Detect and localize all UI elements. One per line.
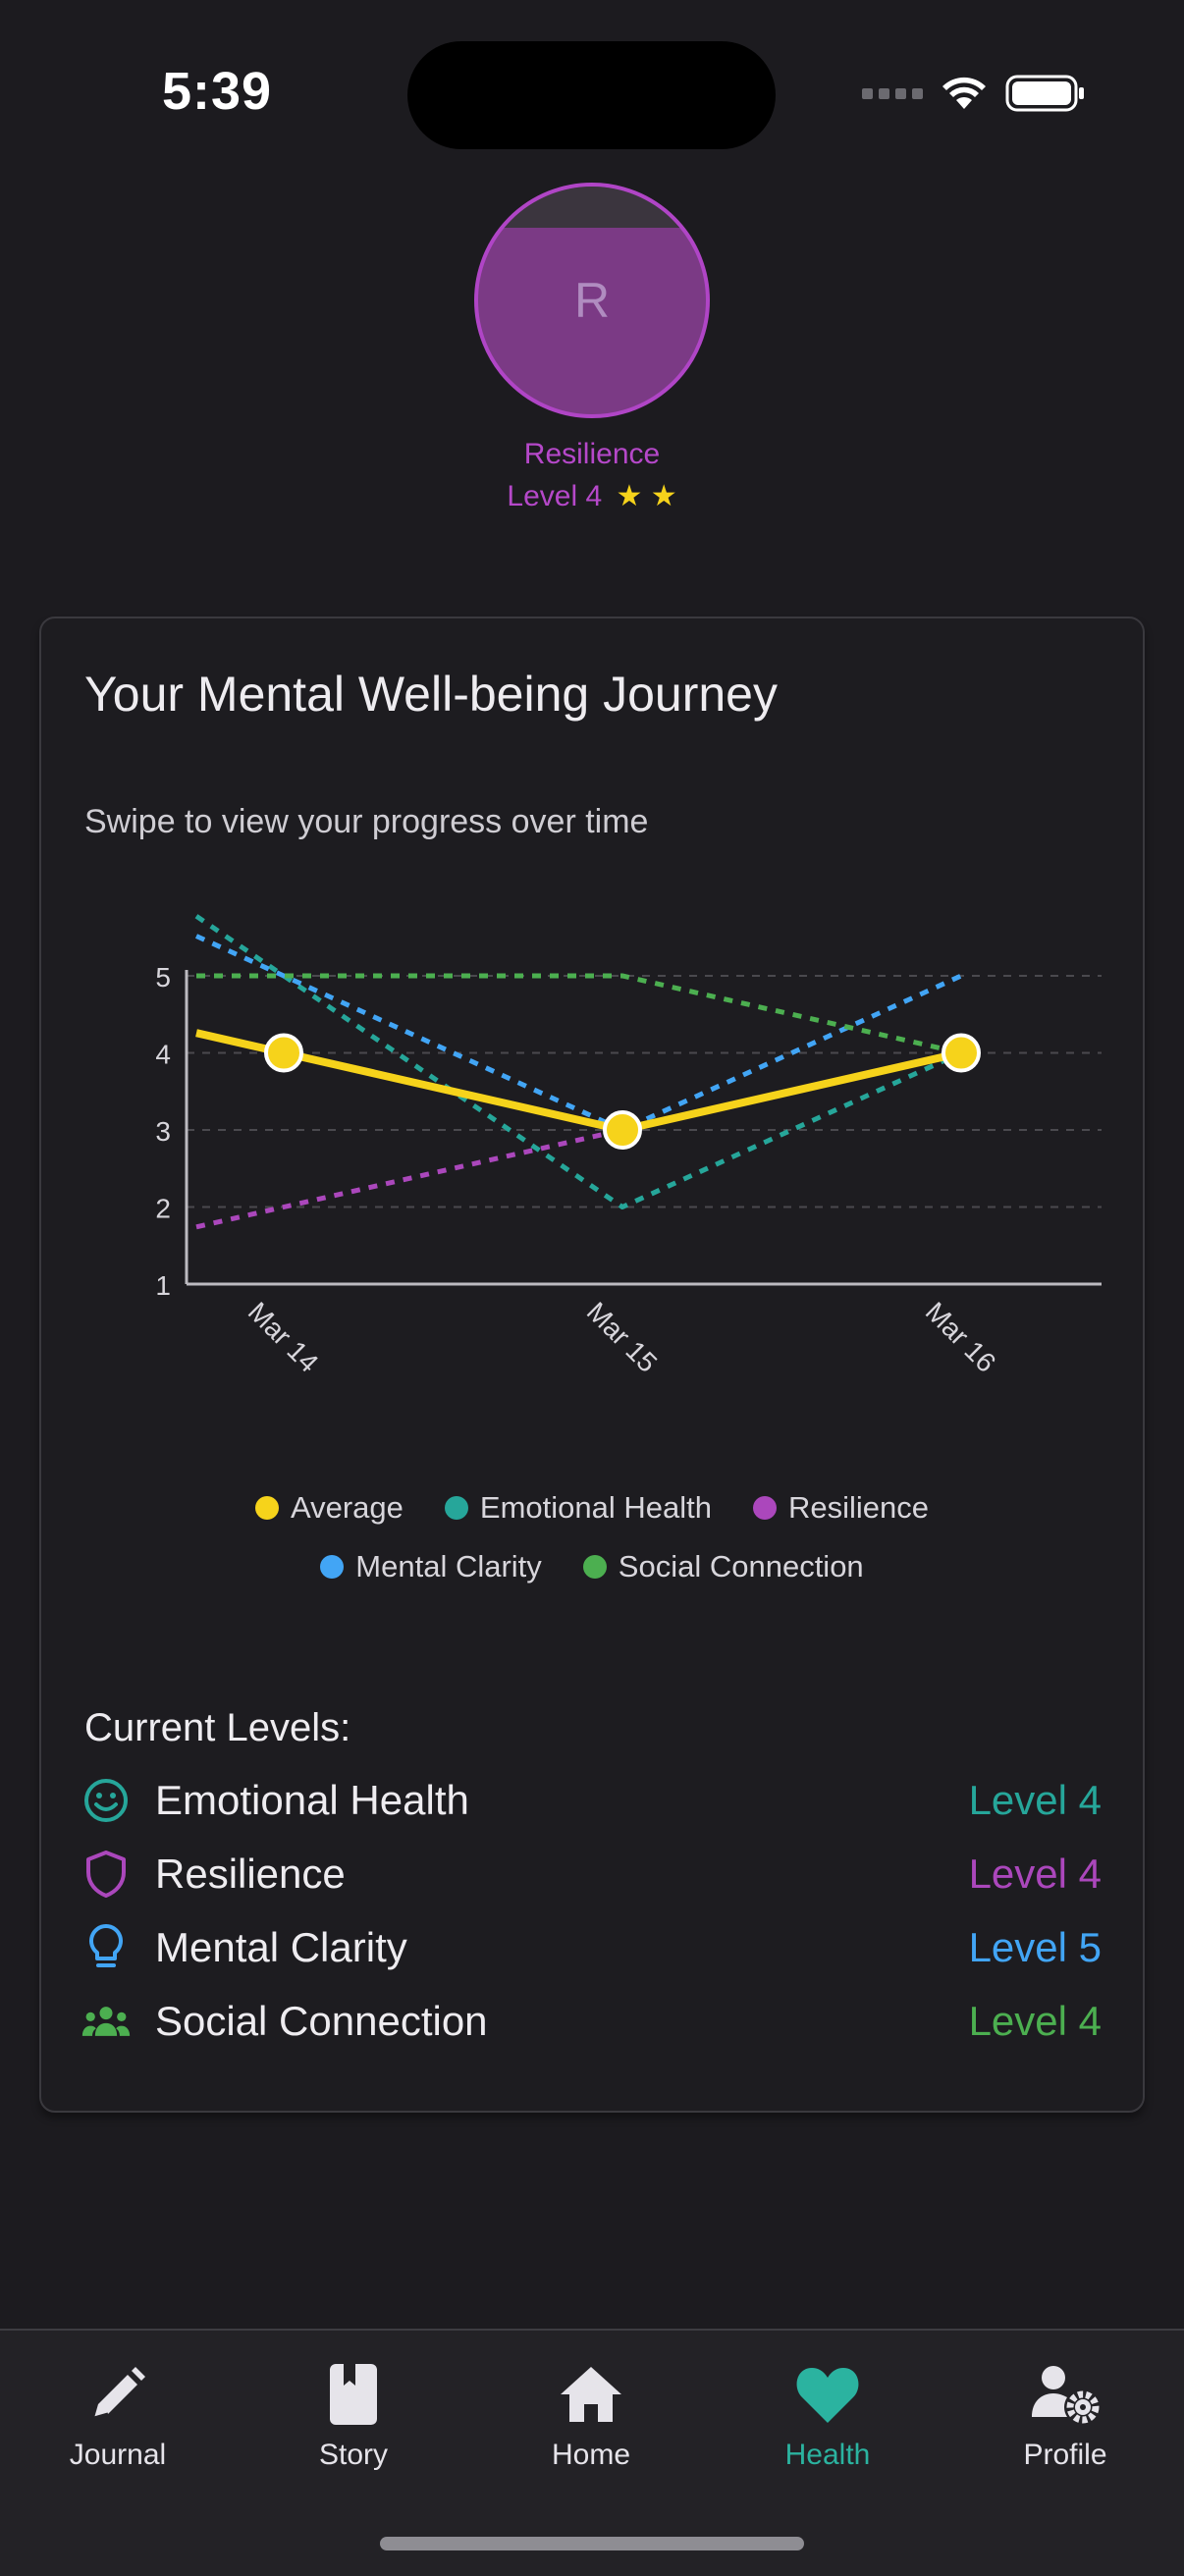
legend-label: Average	[291, 1490, 404, 1525]
legend-dot	[752, 1496, 777, 1520]
y-tick-label: 1	[155, 1270, 171, 1301]
legend-label: Social Connection	[618, 1549, 864, 1583]
level-label: Social Connection	[155, 1998, 488, 2044]
data-point-average[interactable]	[603, 1110, 642, 1150]
card-title: Your Mental Well-being Journey	[84, 667, 778, 722]
legend-label: Mental Clarity	[355, 1549, 542, 1583]
wifi-icon	[942, 77, 986, 109]
series-line-social-connection	[196, 973, 962, 1055]
x-tick-label: Mar 15	[581, 1296, 664, 1378]
level-label: Resilience	[155, 1851, 346, 1897]
lightbulb-icon	[81, 1922, 132, 1973]
level-row-social-connection: Social Connection Level 4	[81, 1992, 1102, 2051]
bottom-navigation: Journal Story Home Health Profile	[0, 2329, 1184, 2576]
wellbeing-card: Your Mental Well-being Journey Swipe to …	[39, 617, 1145, 2113]
y-tick-label: 2	[155, 1194, 171, 1224]
shield-icon	[81, 1849, 132, 1900]
level-row-mental-clarity: Mental Clarity Level 5	[81, 1918, 1102, 1977]
trait-level-label: Level 4	[507, 480, 603, 512]
nav-tab-health[interactable]: Health	[729, 2360, 926, 2472]
house-icon	[493, 2360, 689, 2429]
levels-title: Current Levels:	[84, 1706, 351, 1749]
trait-name: Resilience	[523, 438, 661, 470]
pencil-icon	[20, 2360, 216, 2429]
legend-label: Emotional Health	[479, 1490, 712, 1525]
y-tick-label: 5	[155, 962, 171, 993]
series-line-average	[195, 1029, 962, 1134]
level-row-resilience: Resilience Level 4	[81, 1845, 1102, 1904]
nav-tab-profile[interactable]: Profile	[967, 2360, 1163, 2472]
legend-item: Average	[255, 1490, 404, 1526]
x-tick-label: Mar 14	[242, 1296, 325, 1378]
status-time: 5:39	[162, 62, 273, 121]
cellular-signal-icon	[862, 87, 923, 99]
legend-dot	[582, 1555, 607, 1579]
y-tick-label: 4	[155, 1040, 171, 1070]
legend-item: Emotional Health	[444, 1490, 712, 1526]
nav-tab-home[interactable]: Home	[493, 2360, 689, 2472]
home-indicator	[380, 2537, 804, 2550]
card-subtitle: Swipe to view your progress over time	[84, 803, 649, 840]
user-gear-icon	[967, 2360, 1163, 2429]
level-value: Level 4	[968, 1851, 1102, 1897]
avatar-initial: R	[573, 273, 611, 328]
legend-dot	[255, 1496, 279, 1520]
level-label: Mental Clarity	[155, 1924, 407, 1970]
x-tick-label: Mar 16	[920, 1296, 1002, 1378]
legend-item: Social Connection	[582, 1549, 864, 1584]
dynamic-island	[407, 41, 776, 149]
group-icon	[81, 1996, 132, 2047]
nav-label: Health	[784, 2439, 871, 2471]
data-point-average[interactable]	[264, 1033, 303, 1073]
series-line-mental-clarity	[194, 934, 963, 1133]
data-point-average[interactable]	[942, 1033, 981, 1073]
progress-chart[interactable]: 1 2 3 4 5 Mar 14 Mar 15 Mar 16	[41, 874, 1143, 1423]
legend-item: Mental Clarity	[320, 1549, 542, 1584]
heart-icon	[729, 2360, 926, 2429]
avatar[interactable]: R	[474, 183, 710, 418]
level-value: Level 4	[968, 1998, 1102, 2044]
nav-tab-journal[interactable]: Journal	[20, 2360, 216, 2472]
nav-label: Home	[551, 2439, 631, 2471]
nav-label: Profile	[1023, 2439, 1107, 2471]
legend-item: Resilience	[752, 1490, 929, 1526]
nav-label: Journal	[69, 2439, 167, 2471]
nav-label: Story	[318, 2439, 389, 2471]
smiley-icon	[81, 1775, 132, 1826]
battery-icon	[1005, 75, 1084, 112]
status-bar: 5:39	[0, 0, 1184, 177]
trait-level: Level 4 ★ ★	[0, 479, 1184, 513]
legend-dot	[444, 1496, 468, 1520]
level-value: Level 4	[968, 1777, 1102, 1823]
chart-legend: Average Emotional Health Resilience Mental …	[41, 1490, 1143, 1608]
star-rating: ★ ★	[616, 480, 677, 512]
status-icons	[862, 74, 1086, 113]
level-label: Emotional Health	[155, 1777, 469, 1823]
book-icon	[255, 2360, 452, 2429]
y-tick-label: 3	[155, 1116, 171, 1147]
level-value: Level 5	[968, 1924, 1102, 1970]
legend-dot	[320, 1555, 345, 1579]
legend-label: Resilience	[787, 1490, 929, 1525]
nav-tab-story[interactable]: Story	[255, 2360, 452, 2472]
level-row-emotional-health: Emotional Health Level 4	[81, 1771, 1102, 1830]
